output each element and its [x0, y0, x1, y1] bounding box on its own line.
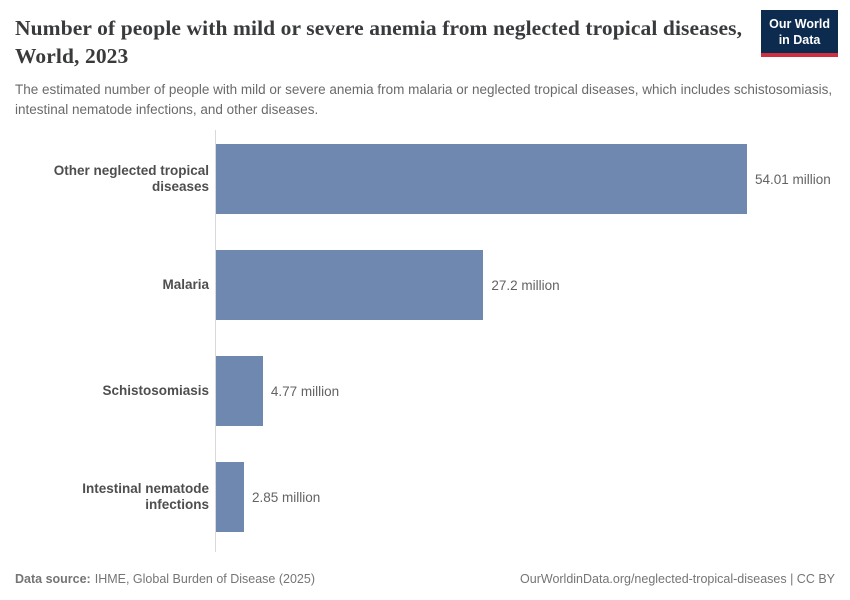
- bar-chart: Other neglected tropical diseases 54.01 …: [15, 130, 835, 552]
- bar-track: 2.85 million: [216, 462, 835, 532]
- chart-footer: Data source: IHME, Global Burden of Disea…: [15, 572, 835, 586]
- owid-logo-line2: in Data: [778, 33, 821, 48]
- bar-row: Schistosomiasis 4.77 million: [15, 356, 835, 426]
- chart-header: Number of people with mild or severe ane…: [0, 0, 850, 120]
- bar-track: 27.2 million: [216, 250, 835, 320]
- category-label: Intestinal nematode infections: [82, 480, 209, 512]
- bar[interactable]: [216, 250, 484, 320]
- data-source-text: IHME, Global Burden of Disease (2025): [94, 572, 315, 586]
- category-label: Other neglected tropical diseases: [53, 162, 209, 194]
- y-axis-line: [215, 130, 216, 552]
- bar-track: 4.77 million: [216, 356, 835, 426]
- bar-row: Intestinal nematode infections 2.85 mill…: [15, 462, 835, 532]
- value-label: 2.85 million: [252, 489, 321, 505]
- value-label: 54.01 million: [755, 171, 831, 187]
- data-source: Data source: IHME, Global Burden of Disea…: [15, 572, 315, 586]
- category-label: Schistosomiasis: [102, 382, 209, 398]
- bar-row: Malaria 27.2 million: [15, 250, 835, 320]
- owid-logo-line1: Our World: [769, 17, 830, 31]
- owid-logo[interactable]: Our World in Data: [761, 10, 838, 57]
- chart-subtitle: The estimated number of people with mild…: [15, 81, 833, 117]
- bar[interactable]: [216, 462, 244, 532]
- bar[interactable]: [216, 144, 747, 214]
- owid-url-link[interactable]: OurWorldinData.org/neglected-tropical-di…: [520, 572, 835, 586]
- category-label: Malaria: [162, 276, 209, 292]
- chart-title: Number of people with mild or severe ane…: [15, 16, 743, 69]
- bar-row: Other neglected tropical diseases 54.01 …: [15, 144, 835, 214]
- data-source-label: Data source:: [15, 572, 91, 586]
- bar-track: 54.01 million: [216, 144, 835, 214]
- bar[interactable]: [216, 356, 263, 426]
- value-label: 4.77 million: [270, 383, 340, 399]
- value-label: 27.2 million: [491, 277, 560, 293]
- bar-rows: Other neglected tropical diseases 54.01 …: [15, 130, 835, 532]
